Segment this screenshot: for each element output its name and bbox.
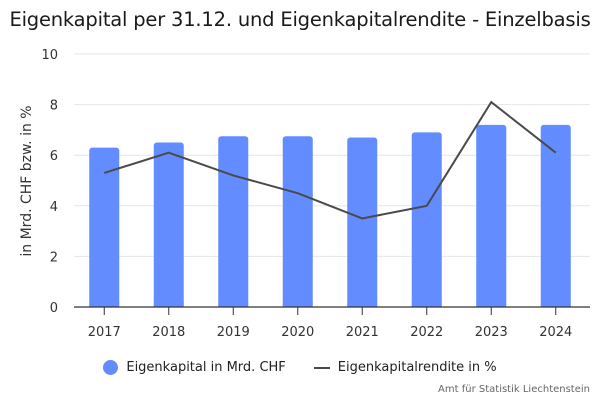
bar-base [153,303,184,307]
bar-base [282,303,313,307]
bar-base [411,303,442,307]
legend-label: Eigenkapital in Mrd. CHF [126,360,286,375]
chart-title: Eigenkapital per 31.12. und Eigenkapital… [9,8,591,31]
legend-line-icon [313,366,330,369]
gridlines [74,53,590,257]
bar-2017 [89,147,120,307]
bar-2023 [476,124,507,307]
bar-2019 [218,136,249,307]
line-series [103,100,557,220]
bar-2021 [347,137,378,307]
y-tick-label: 6 [50,149,58,164]
y-tick-label: 10 [41,48,58,63]
x-tick-label: 2024 [539,325,572,340]
x-tick-label: 2023 [475,325,508,340]
bar-2020 [282,136,313,307]
bar-2018 [153,142,184,307]
bar-base [218,303,249,307]
y-tick-label: 8 [50,99,58,114]
y-axis-ticks: 0 2 4 6 8 10 [41,48,58,316]
y-tick-label: 4 [50,200,58,215]
x-tick-label: 2022 [410,325,443,340]
x-tick-label: 2017 [88,325,121,340]
legend-circle-icon [103,360,119,375]
bar-base [347,303,378,307]
x-tick-label: 2020 [281,325,314,340]
source-credit: Amt für Statistik Liechtenstein [438,384,590,395]
legend-item-rendite[interactable]: Eigenkapitalrendite in % [313,360,497,375]
bar-2024 [540,124,571,307]
bar-base [476,303,507,307]
line-rendite [103,100,557,220]
legend: Eigenkapital in Mrd. CHF Eigenkapitalren… [0,360,600,375]
x-tick-label: 2018 [152,325,185,340]
bars [89,124,571,307]
x-tick-label: 2021 [346,325,379,340]
bar-base [89,303,120,307]
x-axis-ticks: 2017 2018 2019 2020 2021 2022 2023 2024 [88,307,572,340]
x-tick-label: 2019 [217,325,250,340]
legend-label: Eigenkapitalrendite in % [337,360,497,375]
y-tick-label: 2 [50,250,58,265]
legend-item-eigenkapital[interactable]: Eigenkapital in Mrd. CHF [103,360,286,375]
y-axis-title: in Mrd. CHF bzw. in % [19,105,35,256]
bar-base [540,303,571,307]
y-tick-label: 0 [50,301,58,316]
bar-2022 [411,132,442,307]
